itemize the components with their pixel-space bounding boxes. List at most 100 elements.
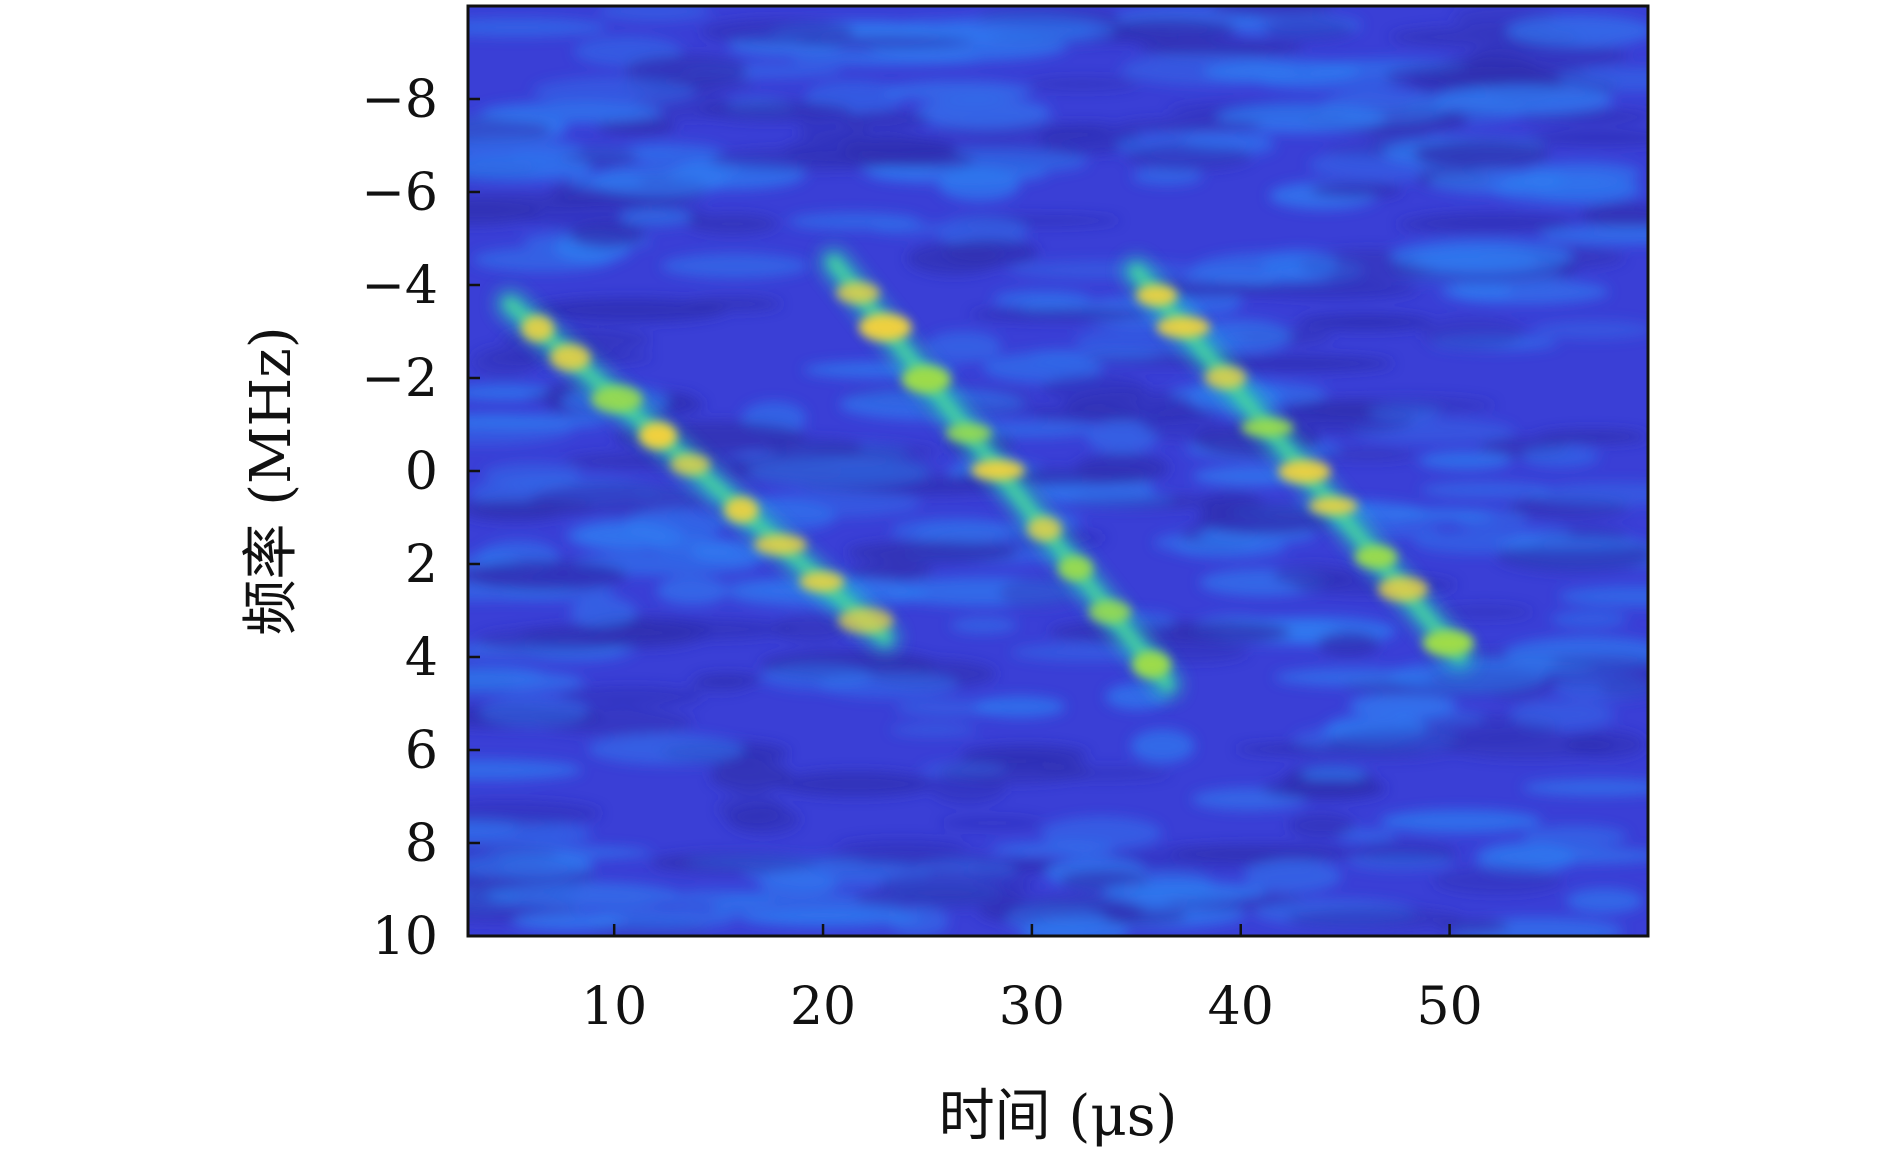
noise-light-patch — [973, 696, 1066, 718]
noise-dark-patch — [848, 562, 934, 581]
chirp-hotspot — [799, 571, 845, 592]
chirp-hotspot — [1204, 365, 1247, 390]
noise-dark-patch — [597, 117, 677, 136]
noise-light-patch — [938, 168, 1020, 201]
noise-dark-patch — [776, 771, 935, 797]
noise-dark-patch — [1550, 654, 1648, 670]
chirp-trace — [496, 290, 899, 652]
noise-light-patch — [1520, 445, 1600, 468]
noise-light-patch — [934, 14, 1116, 46]
x-axis-label: 时间 (μs) — [939, 1084, 1178, 1149]
noise-light-patch — [1021, 917, 1129, 936]
noise-dark-patch — [1566, 730, 1646, 759]
noise-dark-patch — [1285, 907, 1463, 930]
noise-dark-patch — [1288, 812, 1355, 839]
noise-dark-patch — [943, 238, 1039, 267]
noise-light-patch — [1359, 523, 1440, 538]
noise-light-patch — [1506, 14, 1648, 47]
noise-dark-patch — [686, 680, 747, 693]
noise-dark-patch — [470, 346, 538, 379]
x-tick-label: 10 — [581, 977, 647, 1037]
noise-light-patch — [1040, 816, 1163, 850]
x-tick-label: 20 — [790, 977, 856, 1037]
noise-light-patch — [468, 414, 609, 430]
noise-light-patch — [1418, 450, 1513, 470]
chirp-hotspot — [1354, 545, 1398, 569]
noise-light-patch — [993, 290, 1092, 309]
noise-light-patch — [921, 763, 1007, 776]
noise-dark-patch — [1526, 129, 1648, 147]
noise-light-patch — [1550, 67, 1648, 92]
noise-dark-patch — [1384, 63, 1511, 90]
noise-light-patch — [1531, 320, 1648, 340]
noise-dark-patch — [1417, 212, 1598, 225]
noise-dark-patch — [1599, 678, 1648, 699]
noise-dark-patch — [530, 297, 728, 323]
noise-light-patch — [1522, 779, 1648, 797]
chirp-hotspot — [1136, 284, 1178, 307]
noise-light-patch — [586, 907, 736, 930]
noise-light-patch — [468, 759, 583, 781]
noise-light-patch — [1538, 225, 1648, 245]
noise-dark-patch — [684, 297, 782, 311]
noise-light-patch — [480, 101, 663, 124]
plot-area — [468, 6, 1648, 936]
x-axis: 10 20 30 40 50 — [581, 924, 1483, 1037]
y-tick-label: 8 — [405, 814, 438, 874]
chirp-hotspot — [858, 313, 912, 341]
noise-dark-patch — [1263, 18, 1355, 42]
noise-light-patch — [1086, 421, 1158, 454]
noise-light-patch — [1433, 84, 1614, 115]
noise-dark-patch — [1536, 430, 1648, 444]
noise-light-patch — [950, 617, 1018, 634]
noise-light-patch — [1388, 508, 1495, 523]
noise-light-patch — [1412, 530, 1537, 554]
chirp-hotspot — [724, 496, 759, 523]
noise-dark-patch — [557, 685, 703, 708]
noise-dark-patch — [999, 577, 1079, 609]
noise-light-patch — [660, 253, 810, 279]
noise-dark-patch — [1169, 622, 1292, 644]
noise-dark-patch — [529, 483, 708, 515]
noise-dark-patch — [698, 100, 853, 122]
noise-dark-patch — [1198, 355, 1394, 372]
noise-dark-patch — [686, 213, 779, 234]
noise-light-patch — [915, 97, 1052, 130]
chirp-hotspot — [838, 607, 894, 634]
noise-light-patch — [619, 208, 692, 227]
noise-dark-patch — [1026, 77, 1139, 91]
noise-dark-patch — [1141, 408, 1220, 441]
chirp-hotspot — [1132, 651, 1171, 678]
noise-light-patch — [479, 695, 589, 728]
noise-dark-patch — [1580, 202, 1648, 228]
noise-light-patch — [890, 723, 977, 737]
noise-light-patch — [597, 6, 711, 22]
noise-light-patch — [1566, 888, 1644, 914]
noise-light-patch — [895, 698, 1002, 718]
noise-dark-patch — [1273, 563, 1357, 588]
noise-light-patch — [468, 154, 593, 181]
noise-dark-patch — [1319, 448, 1416, 461]
noise-dark-patch — [1296, 313, 1433, 331]
noise-light-patch — [883, 80, 1032, 102]
noise-light-patch — [532, 76, 697, 106]
chirp-hotspot — [1422, 630, 1474, 656]
chirp-hotspot — [901, 365, 951, 393]
noise-dark-patch — [710, 760, 792, 792]
noise-light-patch — [1008, 260, 1202, 280]
y-tick-label: −4 — [361, 256, 438, 316]
noise-light-patch — [1420, 481, 1551, 499]
y-tick-label: 10 — [372, 907, 438, 967]
noise-light-patch — [511, 147, 683, 161]
y-tick-label: 0 — [405, 442, 438, 502]
y-tick-label: −2 — [361, 349, 438, 409]
noise-light-patch — [1389, 659, 1547, 694]
noise-light-patch — [817, 670, 959, 699]
noise-dark-patch — [1104, 846, 1278, 872]
noise-dark-patch — [1125, 143, 1253, 171]
noise-light-patch — [482, 462, 581, 488]
noise-dark-patch — [1244, 280, 1420, 299]
noise-dark-patch — [1310, 182, 1404, 198]
noise-dark-patch — [1278, 779, 1385, 798]
noise-dark-patch — [1317, 631, 1380, 657]
